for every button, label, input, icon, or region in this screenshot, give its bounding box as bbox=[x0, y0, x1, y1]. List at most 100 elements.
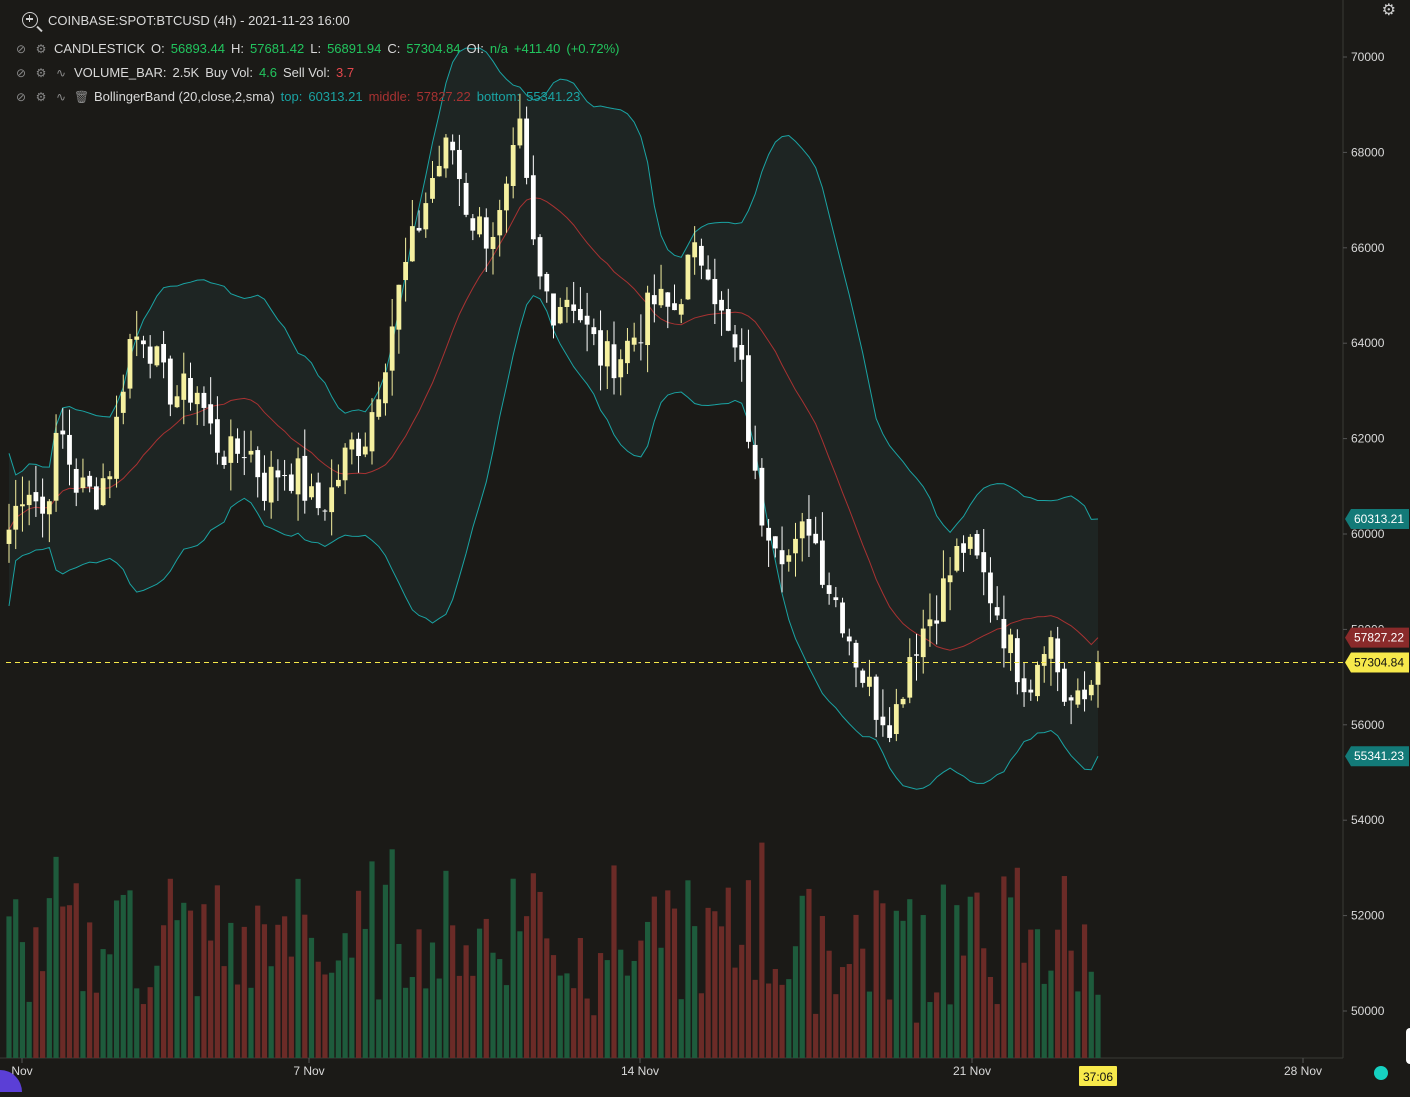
candle-body bbox=[1088, 684, 1094, 696]
y-tick-label: 66000 bbox=[1351, 241, 1385, 255]
candle-body bbox=[1028, 689, 1034, 693]
candle-body bbox=[826, 585, 832, 594]
candle-body bbox=[315, 482, 321, 509]
volume-bar bbox=[396, 943, 402, 1058]
volume-bar bbox=[6, 916, 12, 1058]
middle-value: 57827.22 bbox=[416, 89, 471, 104]
candle-body bbox=[114, 416, 119, 479]
volume-bar bbox=[638, 940, 644, 1058]
volume-bar bbox=[524, 916, 530, 1058]
candle-body bbox=[282, 475, 288, 477]
buy-label: Buy Vol: bbox=[205, 65, 253, 80]
volume-bar bbox=[658, 947, 664, 1058]
volume-bar bbox=[376, 999, 382, 1058]
candle-body bbox=[853, 642, 859, 668]
candle-body bbox=[900, 698, 906, 705]
badge-label: 57304.84 bbox=[1354, 656, 1404, 670]
candle-body bbox=[322, 510, 328, 512]
volume-bar bbox=[1088, 971, 1094, 1058]
candle-body bbox=[678, 304, 684, 315]
volume-bar bbox=[33, 927, 39, 1058]
volume-bar bbox=[134, 988, 140, 1058]
candle-body bbox=[591, 327, 597, 335]
candle-body bbox=[1095, 662, 1101, 685]
eye-hidden-icon[interactable]: ⊘ bbox=[15, 89, 27, 104]
volume-bar bbox=[846, 964, 852, 1058]
candle-body bbox=[1021, 678, 1027, 693]
volume-bar bbox=[476, 928, 483, 1058]
volume-bar bbox=[167, 878, 173, 1058]
settings-gear-icon[interactable]: ⚙ bbox=[1381, 2, 1396, 19]
volume-bar bbox=[819, 916, 825, 1058]
candle-body bbox=[450, 141, 456, 151]
candle-body bbox=[1082, 689, 1087, 700]
volume-bar bbox=[718, 926, 725, 1058]
volume-bar bbox=[510, 878, 516, 1058]
volume-bar bbox=[860, 948, 866, 1058]
volume-bar bbox=[954, 905, 960, 1058]
volume-bar bbox=[483, 918, 489, 1058]
candle-body bbox=[967, 536, 973, 549]
gear-icon[interactable]: ⚙ bbox=[35, 89, 47, 104]
candle-body bbox=[53, 432, 59, 501]
oi-label: OI: bbox=[466, 41, 484, 56]
candle-body bbox=[1055, 638, 1061, 673]
volume-bar bbox=[423, 988, 429, 1058]
volume-bar bbox=[665, 890, 671, 1058]
volume-bar bbox=[315, 961, 321, 1058]
side-handle[interactable] bbox=[1406, 1028, 1410, 1064]
candle-body bbox=[275, 470, 281, 478]
gear-icon[interactable]: ⚙ bbox=[35, 65, 47, 80]
volume-bar bbox=[745, 880, 752, 1058]
volume-bar bbox=[456, 975, 462, 1058]
candle-body bbox=[147, 346, 153, 364]
candle-body bbox=[544, 273, 550, 292]
candle-body bbox=[934, 620, 940, 624]
volume-bar bbox=[893, 910, 899, 1058]
y-tick-label: 64000 bbox=[1351, 336, 1385, 350]
candle-body bbox=[772, 536, 778, 549]
candle-body bbox=[1048, 637, 1054, 659]
y-tick-label: 56000 bbox=[1351, 718, 1385, 732]
volume-bar bbox=[537, 891, 543, 1058]
candle-body bbox=[571, 304, 577, 311]
candle-body bbox=[893, 704, 899, 735]
indicator-icon: ∿ bbox=[55, 89, 67, 104]
candle-body bbox=[766, 527, 772, 541]
candle-body bbox=[73, 468, 79, 493]
eye-hidden-icon[interactable]: ⊘ bbox=[15, 41, 27, 56]
bottom-label: bottom: bbox=[476, 89, 521, 104]
gear-icon[interactable]: ⚙ bbox=[35, 41, 47, 56]
legend-name: BollingerBand (20,close,2,sma) bbox=[94, 89, 275, 104]
sell-value: 3.7 bbox=[336, 65, 355, 80]
candle-body bbox=[954, 546, 960, 571]
volume-bar bbox=[355, 890, 362, 1058]
candle-body bbox=[470, 218, 476, 231]
eye-hidden-icon[interactable]: ⊘ bbox=[15, 65, 27, 80]
candle-body bbox=[80, 477, 86, 489]
volume-bar bbox=[806, 888, 812, 1058]
candle-body bbox=[557, 306, 563, 324]
candle-body bbox=[752, 444, 758, 471]
volume-bar bbox=[66, 905, 73, 1058]
volume-bar bbox=[443, 870, 449, 1058]
candle-body bbox=[369, 412, 375, 452]
candle-body bbox=[60, 430, 66, 435]
candle-body bbox=[517, 118, 523, 146]
volume-bar bbox=[631, 960, 637, 1058]
bollinger-middle-line bbox=[8, 197, 1099, 651]
candle-body bbox=[6, 529, 12, 544]
candle-body bbox=[698, 245, 704, 266]
candle-body bbox=[793, 538, 798, 554]
volume-bar bbox=[13, 899, 19, 1058]
zoom-icon[interactable] bbox=[22, 12, 38, 28]
volume-bar bbox=[1048, 970, 1054, 1058]
candle-body bbox=[1041, 654, 1047, 666]
trash-icon[interactable]: 🗑 bbox=[74, 89, 90, 104]
volume-bar bbox=[564, 973, 570, 1058]
volume-bar bbox=[208, 940, 214, 1058]
volume-bar bbox=[322, 974, 328, 1058]
volume-bar bbox=[887, 999, 893, 1058]
